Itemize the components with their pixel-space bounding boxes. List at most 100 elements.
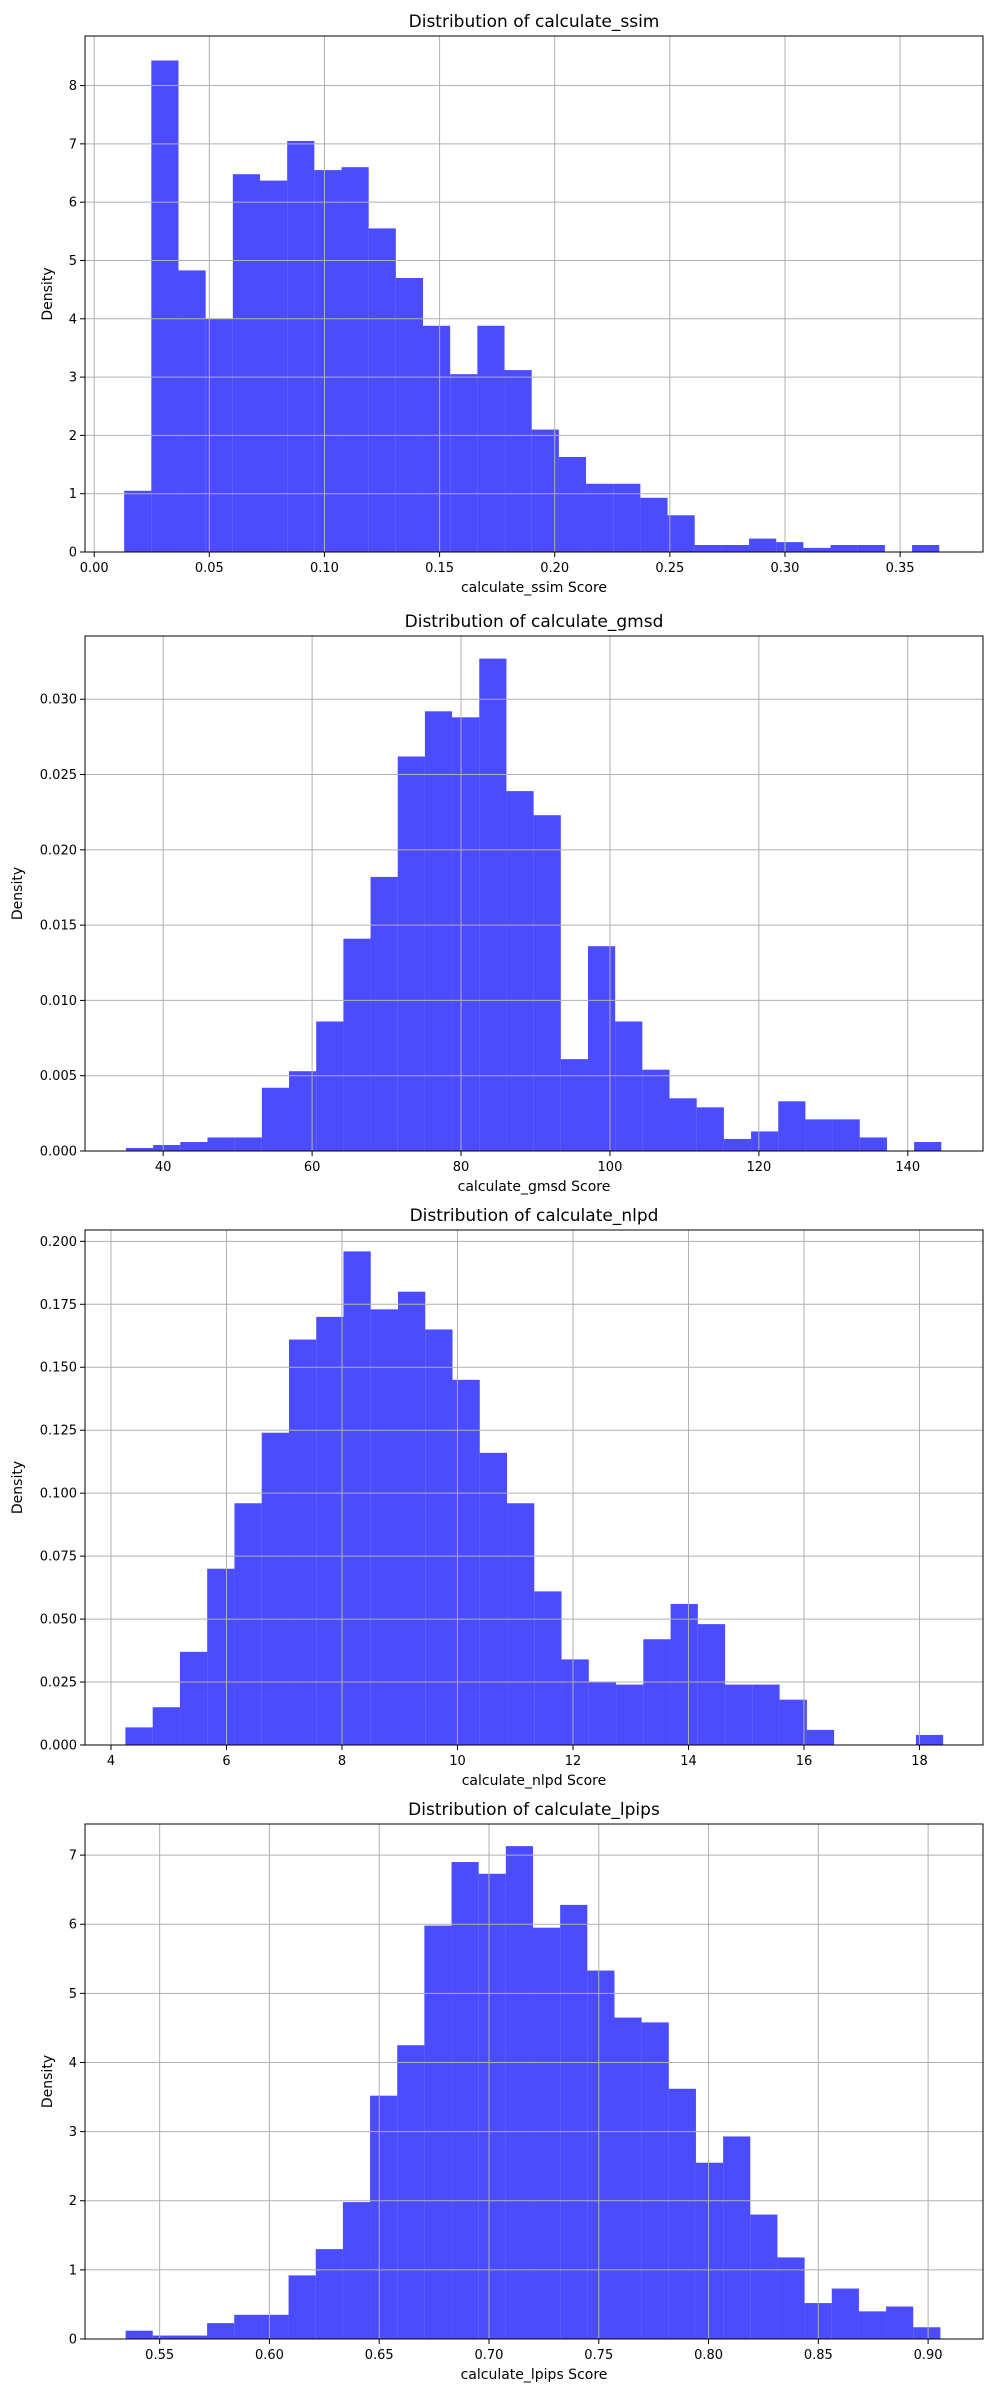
histogram-bar: [370, 876, 398, 1151]
x-tick-label: 0.65: [365, 2348, 394, 2363]
histogram-bar: [452, 717, 480, 1151]
histogram-bar: [913, 2327, 941, 2339]
histogram-bar: [504, 370, 532, 552]
histogram-bar: [721, 545, 750, 552]
y-tick-label: 5: [69, 1987, 77, 2002]
histogram-bar: [697, 1624, 726, 1745]
histogram-bar: [316, 1021, 344, 1151]
histogram-bar: [259, 180, 288, 552]
histogram-bar: [915, 1734, 944, 1745]
histogram-bar: [779, 1699, 807, 1745]
histogram-bar: [423, 325, 451, 552]
histogram-bar: [316, 1316, 344, 1745]
x-tick-label: 0.15: [425, 561, 454, 576]
histogram-bar: [561, 1659, 589, 1745]
plot-frame: [84, 1823, 984, 2340]
histogram-bar: [615, 1021, 643, 1151]
x-tick-label: 0.00: [80, 561, 109, 576]
histogram-bar: [586, 483, 614, 552]
histogram-bar: [613, 483, 641, 552]
chart-lpips: 0.55 0.60 0.65 0.70 0.75 0.80 0.85 0.90 0 1 2 3 4 5 6 7…: [40, 1800, 984, 2383]
histogram-bar: [207, 1568, 235, 1745]
x-tick-label: 10: [449, 1754, 466, 1769]
chart-title: Distribution of calculate_ssim: [409, 12, 660, 32]
histogram-bar: [207, 1137, 235, 1151]
histogram-bar: [534, 1591, 562, 1745]
y-tick-label: 0.175: [40, 1298, 77, 1313]
histogram-bar: [614, 2017, 642, 2339]
x-tick-label: 6: [222, 1754, 230, 1769]
y-tick-label: 0.000: [40, 1739, 77, 1754]
histogram-bar: [667, 515, 695, 552]
y-axis-label: Density: [10, 867, 26, 920]
histogram-bar: [751, 1131, 779, 1151]
histogram-bar: [234, 1137, 262, 1151]
histogram-bar: [179, 2335, 208, 2339]
plot-frame: [84, 635, 984, 1152]
y-tick-label: 3: [69, 371, 77, 386]
y-tick-label: 6: [69, 196, 77, 211]
histogram-bar: [831, 2288, 859, 2339]
x-tick-label: 100: [598, 1160, 623, 1175]
histogram-bar: [179, 1651, 208, 1745]
histogram-bar: [832, 1119, 860, 1151]
y-tick-label: 0.005: [40, 1069, 77, 1084]
y-tick-label: 7: [69, 137, 77, 152]
y-tick-label: 0.150: [40, 1361, 77, 1376]
histogram-bar: [370, 1309, 399, 1745]
histogram-bar: [451, 1862, 479, 2339]
histogram-bar: [723, 2136, 751, 2339]
y-tick-label: 0.050: [40, 1613, 77, 1628]
histogram-bar: [151, 60, 179, 553]
y-tick-label: 3: [69, 2125, 77, 2140]
histogram-bar: [479, 658, 507, 1151]
histogram-bar: [776, 542, 804, 552]
y-tick-label: 5: [69, 254, 77, 269]
histogram-bar: [805, 1119, 833, 1151]
plot-frame: [84, 1229, 984, 1746]
histogram-bar: [778, 1101, 806, 1151]
histogram-bar: [505, 1846, 534, 2339]
histogram-bar: [806, 1729, 835, 1745]
y-tick-label: 0.025: [40, 768, 77, 783]
histogram-bar: [288, 2275, 316, 2339]
chart-title: Distribution of calculate_gmsd: [405, 612, 664, 632]
x-tick-label: 0.70: [475, 2348, 504, 2363]
histogram-bar: [370, 2095, 398, 2339]
histogram-bar: [587, 946, 616, 1151]
histogram-bar: [343, 938, 371, 1151]
y-axis-label: Density: [40, 2055, 56, 2108]
histogram-bar: [234, 2314, 262, 2339]
histogram-bar: [506, 791, 534, 1151]
y-tick-label: 0: [69, 2333, 77, 2348]
x-tick-label: 60: [304, 1160, 321, 1175]
x-tick-label: 18: [911, 1754, 928, 1769]
histogram-bar: [398, 1291, 426, 1745]
chart-nlpd: 4 6 8 10 12 14 16 18 0.000 0.025 0.050 0.075 0.100 0.…: [10, 1206, 984, 1789]
histogram-bar: [777, 2257, 805, 2339]
y-tick-label: 4: [69, 312, 77, 327]
histogram-bar: [478, 1873, 506, 2339]
y-axis-label: Density: [40, 267, 56, 320]
histogram-bar: [669, 1098, 697, 1151]
y-tick-label: 4: [69, 2056, 77, 2071]
histogram-bar: [914, 1141, 942, 1151]
chart-ssim: 0.00 0.05 0.10 0.15 0.20 0.25 0.30 0.35 0 1 2 3 4 5 6 7…: [40, 12, 984, 596]
histogram-bar: [152, 2335, 180, 2339]
x-tick-label: 0.60: [255, 2348, 284, 2363]
y-tick-label: 0.075: [40, 1550, 77, 1565]
chart-gmsd: 40 60 80 100 120 140 0.000 0.005 0.010 0.015 0.020…: [10, 612, 984, 1195]
histogram-bar: [342, 2202, 371, 2339]
y-tick-label: 1: [69, 487, 77, 502]
histogram-bar: [558, 456, 587, 552]
x-tick-label: 4: [107, 1754, 115, 1769]
histogram-bar: [178, 270, 206, 552]
histogram-bar: [125, 1727, 153, 1745]
x-tick-label: 120: [746, 1160, 771, 1175]
histogram-bar: [261, 2314, 289, 2339]
histogram-bar: [124, 490, 152, 552]
histogram-bar: [125, 2330, 153, 2339]
x-tick-label: 0.90: [914, 2348, 943, 2363]
histogram-bar: [723, 1138, 752, 1151]
